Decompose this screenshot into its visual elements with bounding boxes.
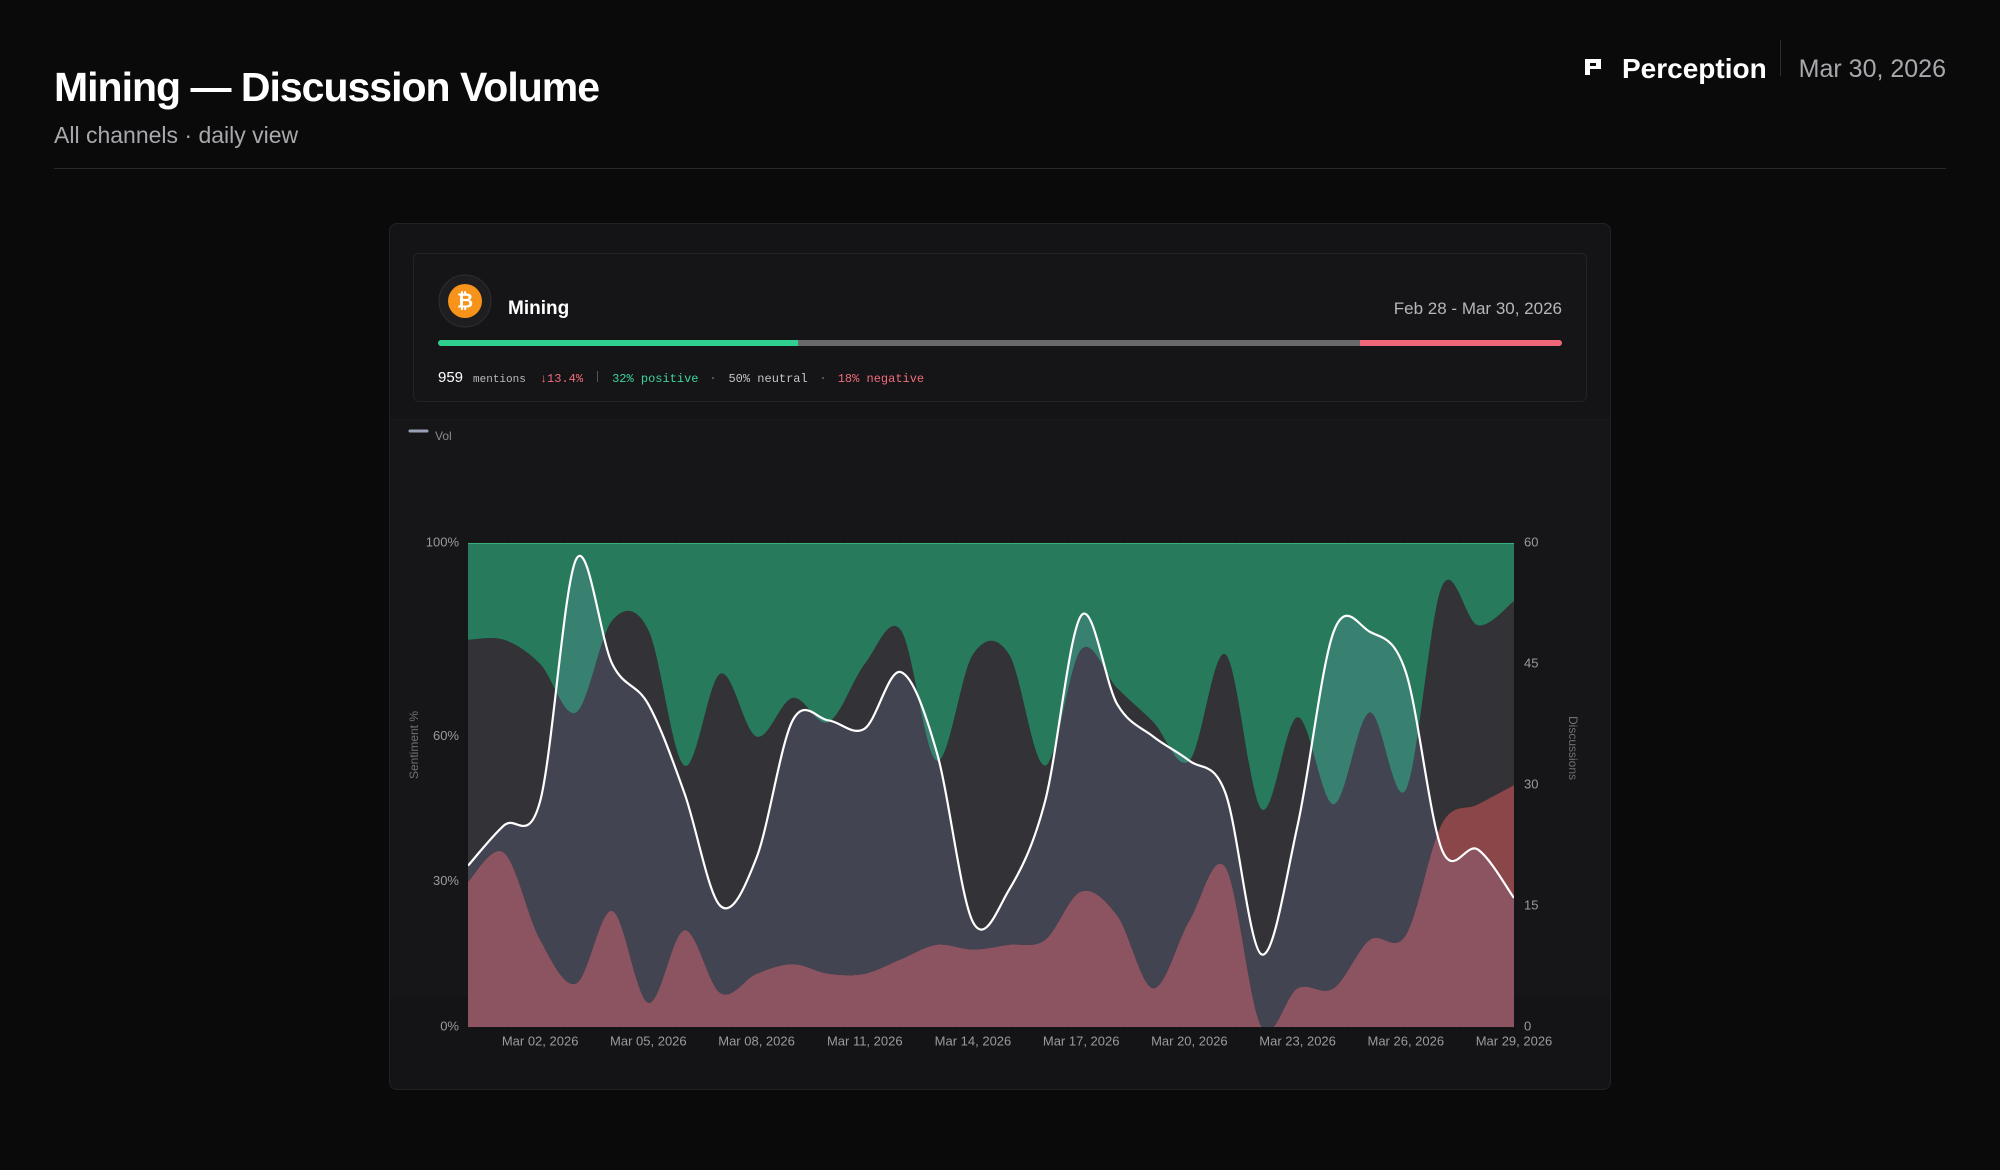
mentions-label: mentions [473, 374, 526, 386]
sentiment-segment [438, 340, 798, 346]
coin-symbol: ₿ [457, 289, 473, 313]
sentiment-segment [1359, 340, 1562, 346]
negative-share: 18% negative [837, 372, 925, 386]
sentiment-bar [438, 340, 1562, 346]
separator [597, 371, 599, 382]
sentiment-segment [797, 340, 1360, 346]
page-subtitle: All channels · daily view [54, 122, 299, 148]
neutral-share: 50% neutral [728, 372, 808, 386]
dot [712, 376, 715, 379]
report-date: Mar 30, 2026 [1798, 55, 1946, 83]
brand-name: Perception [1622, 53, 1767, 84]
topic-name: Mining [508, 298, 570, 319]
summary-card [413, 253, 1587, 402]
mentions-change: ↓13.4% [539, 372, 584, 386]
divider [54, 168, 1946, 169]
date-range: Feb 28 - Mar 30, 2026 [1393, 299, 1562, 318]
page-title: Mining — Discussion Volume [54, 64, 600, 110]
positive-share: 32% positive [612, 372, 699, 386]
dot [821, 376, 824, 379]
stats-row: 959 mentions ↓13.4% 32% positive 50% neu… [438, 369, 924, 386]
brand-logo [1585, 59, 1601, 75]
mentions-count: 959 [438, 369, 464, 386]
coin-icon: ₿ [438, 274, 492, 328]
divider [1780, 40, 1781, 76]
